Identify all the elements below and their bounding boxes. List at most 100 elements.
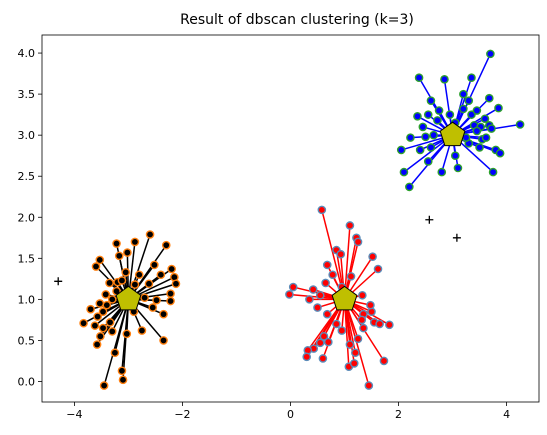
cluster-3-point [459, 89, 468, 99]
cluster-3-point [415, 145, 425, 155]
cluster-1-point [105, 318, 115, 327]
cluster-2-point [322, 309, 332, 319]
cluster-3-point [437, 167, 447, 177]
cluster-1-point [112, 239, 121, 248]
cluster-3-point [396, 145, 406, 155]
cluster-3-point [429, 130, 438, 140]
cluster-1-point [137, 326, 147, 335]
y-tick-label: 2.0 [18, 211, 36, 224]
cluster-1-point [140, 293, 149, 303]
cluster-1-point [121, 267, 131, 277]
cluster-3-point [481, 133, 491, 142]
cluster-1-point [92, 340, 102, 349]
cluster-3-point [472, 106, 482, 115]
cluster-2-point [322, 260, 332, 270]
cluster-2-point [353, 334, 363, 344]
cluster-3-point [426, 96, 436, 105]
cluster-3-point [426, 143, 436, 152]
cluster-3-point [495, 148, 505, 158]
centroids [115, 121, 466, 311]
y-tick-label: 1.0 [18, 293, 36, 306]
cluster-1-point [117, 366, 127, 376]
cluster-1-point [156, 270, 166, 280]
cluster-2-point [319, 332, 329, 341]
cluster-2-point [308, 285, 318, 294]
cluster-3-point [453, 163, 463, 173]
cluster-2-point [349, 359, 359, 368]
noise-point [54, 277, 63, 286]
cluster-2-point [324, 337, 333, 347]
cluster-2-point [288, 282, 298, 292]
cluster-3-point [475, 143, 484, 152]
cluster-2-point [358, 290, 367, 300]
cluster-3-point [405, 182, 414, 192]
cluster-2-point [373, 264, 383, 274]
cluster-2-point [305, 295, 314, 304]
cluster-2-point [332, 319, 341, 329]
cluster-1-point [102, 300, 112, 310]
cluster-1-point [150, 260, 159, 270]
cluster-3-point [406, 133, 415, 142]
cluster-3-point [494, 103, 503, 113]
cluster-2-point [368, 252, 377, 261]
cluster-1-centroid [115, 285, 142, 311]
cluster-2-point [353, 237, 363, 247]
cluster-1-point [144, 279, 154, 289]
cluster-3-point [486, 49, 495, 59]
y-tick-label: 3.0 [18, 129, 36, 142]
noise-point [452, 233, 461, 242]
cluster-3-point [413, 111, 422, 121]
cluster-3-point [450, 151, 460, 160]
cluster-3-point [418, 122, 428, 132]
cluster-1-point [90, 321, 100, 330]
cluster-2-point [346, 272, 356, 281]
cluster-1-point [96, 332, 105, 341]
cluster-1-point [110, 348, 120, 358]
cluster-1-point [171, 279, 181, 289]
cluster-2-point [302, 352, 312, 362]
cluster-1-point [152, 295, 161, 305]
cluster-3-point [434, 106, 444, 115]
cluster-2-link [343, 299, 350, 367]
y-tick-label: 4.0 [18, 47, 36, 60]
cluster-1-point [118, 375, 128, 385]
x-tick-label: 2 [395, 408, 402, 421]
cluster-3-point [445, 110, 455, 119]
cluster-1-point [159, 309, 168, 319]
cluster-2-point [375, 319, 384, 329]
y-tick-label: 1.5 [18, 252, 36, 265]
cluster-2-point [336, 249, 346, 259]
cluster-3-point [484, 93, 494, 103]
cluster-1-point [122, 329, 132, 339]
y-tick-label: 0.0 [18, 375, 36, 388]
cluster-1-point [99, 381, 109, 390]
y-tick-label: 2.5 [18, 170, 36, 183]
cluster-1-point [166, 296, 175, 306]
cluster-1-point [107, 295, 117, 304]
x-tick-label: 0 [287, 408, 294, 421]
cluster-1-point [167, 264, 176, 274]
cluster-2-point [313, 303, 322, 312]
y-tick-label: 0.5 [18, 334, 36, 347]
cluster-2-point [285, 290, 294, 299]
cluster-3-point [487, 124, 496, 133]
x-tick-label: −2 [174, 408, 190, 421]
cluster-1-point [123, 248, 132, 257]
cluster-1-point [117, 276, 127, 285]
cluster-2-point [351, 348, 360, 358]
cluster-1-point [130, 280, 140, 289]
cluster-1-point [98, 307, 108, 316]
axes: −4 −2 0 2 4 0.0 0.5 1.0 1.5 2.0 2.5 3.0 3.5 4.0 [18, 47, 511, 421]
cluster-3-point [421, 132, 430, 142]
cluster-3-point [467, 73, 476, 82]
cluster-2-point [345, 221, 355, 230]
chart-title: Result of dbscan clustering (k=3) [180, 12, 414, 28]
cluster-1-point [145, 230, 155, 239]
plot-frame [41, 34, 540, 403]
cluster-1-point [91, 262, 101, 271]
cluster-3-point [480, 114, 490, 124]
cluster-1-point [107, 327, 117, 336]
cluster-1-point [95, 255, 105, 265]
cluster-1-point [95, 299, 105, 308]
cluster-3-point [515, 120, 525, 129]
